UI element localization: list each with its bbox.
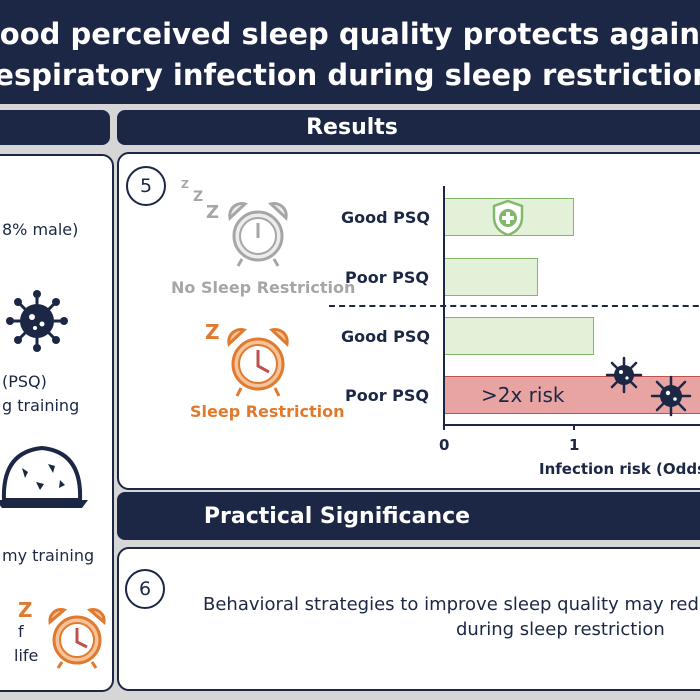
of-text: f [18, 622, 24, 641]
step-5-badge: 5 [126, 166, 166, 206]
left-z-glyph: Z [18, 598, 33, 622]
significance-line-1: Behavioral strategies to improve sleep q… [203, 594, 700, 615]
group-divider [329, 305, 700, 307]
zzz-medium: Z [193, 189, 204, 205]
male-text: 8% male) [2, 220, 79, 239]
tick-mark-0 [443, 424, 445, 430]
virus-icon-small [605, 356, 643, 394]
tick-mark-1 [573, 424, 575, 430]
zzz-large: Z [206, 202, 220, 223]
restriction-label: Sleep Restriction [190, 402, 345, 421]
psq-text: (PSQ) [2, 372, 47, 391]
zzz-small: Z [181, 178, 189, 191]
bar-poor-psq-no-restriction [444, 258, 538, 296]
left-panel: 8% male) (PSQ) g training my training Z … [0, 154, 114, 692]
row-label-poor-psq-restriction: Poor PSQ [345, 386, 430, 405]
step-6-badge: 6 [125, 569, 165, 609]
significance-header-label: Practical Significance [203, 503, 471, 529]
x-tick-label-0: 0 [439, 436, 450, 454]
significance-panel: 6 Behavioral strategies to improve sleep… [117, 547, 700, 691]
title-line-1: Good perceived sleep quality protects ag… [0, 17, 700, 51]
row-label-poor-psq-no-restriction: Poor PSQ [345, 268, 430, 287]
no-restriction-label: No Sleep Restriction [171, 278, 356, 297]
left-section-header [0, 110, 110, 145]
results-panel: 5 Z Z Z No Sleep Restriction Z Sleep Res… [117, 152, 700, 490]
x-axis-label: Infection risk (Odds [539, 460, 700, 478]
alarm-clock-icon-gray [228, 202, 288, 267]
y-axis [443, 186, 445, 426]
virus-icon-large [650, 375, 692, 417]
alarm-clock-icon-orange [227, 328, 289, 397]
title-line-2: respiratory infection during sleep restr… [0, 58, 700, 92]
x-tick-label-1: 1 [569, 436, 580, 454]
life-text: life [14, 646, 39, 665]
shield-icon [492, 199, 524, 237]
alarm-clock-icon-left [48, 608, 106, 669]
risk-label: >2x risk [481, 383, 565, 407]
row-label-good-psq-restriction: Good PSQ [341, 327, 430, 346]
significance-header: Practical Significance [117, 492, 700, 540]
training-text: g training [2, 396, 80, 415]
results-header-label: Results [306, 115, 398, 140]
title-banner: Good perceived sleep quality protects ag… [0, 0, 700, 104]
x-axis [443, 424, 700, 426]
virus-icon [6, 290, 68, 352]
army-training-text: my training [2, 546, 95, 565]
restriction-z: Z [205, 320, 220, 344]
row-label-good-psq-no-restriction: Good PSQ [341, 208, 430, 227]
helmet-icon [0, 445, 88, 508]
significance-line-2: during sleep restriction [456, 619, 665, 640]
results-header: Results [117, 110, 700, 145]
bar-good-psq-restriction [444, 317, 594, 355]
